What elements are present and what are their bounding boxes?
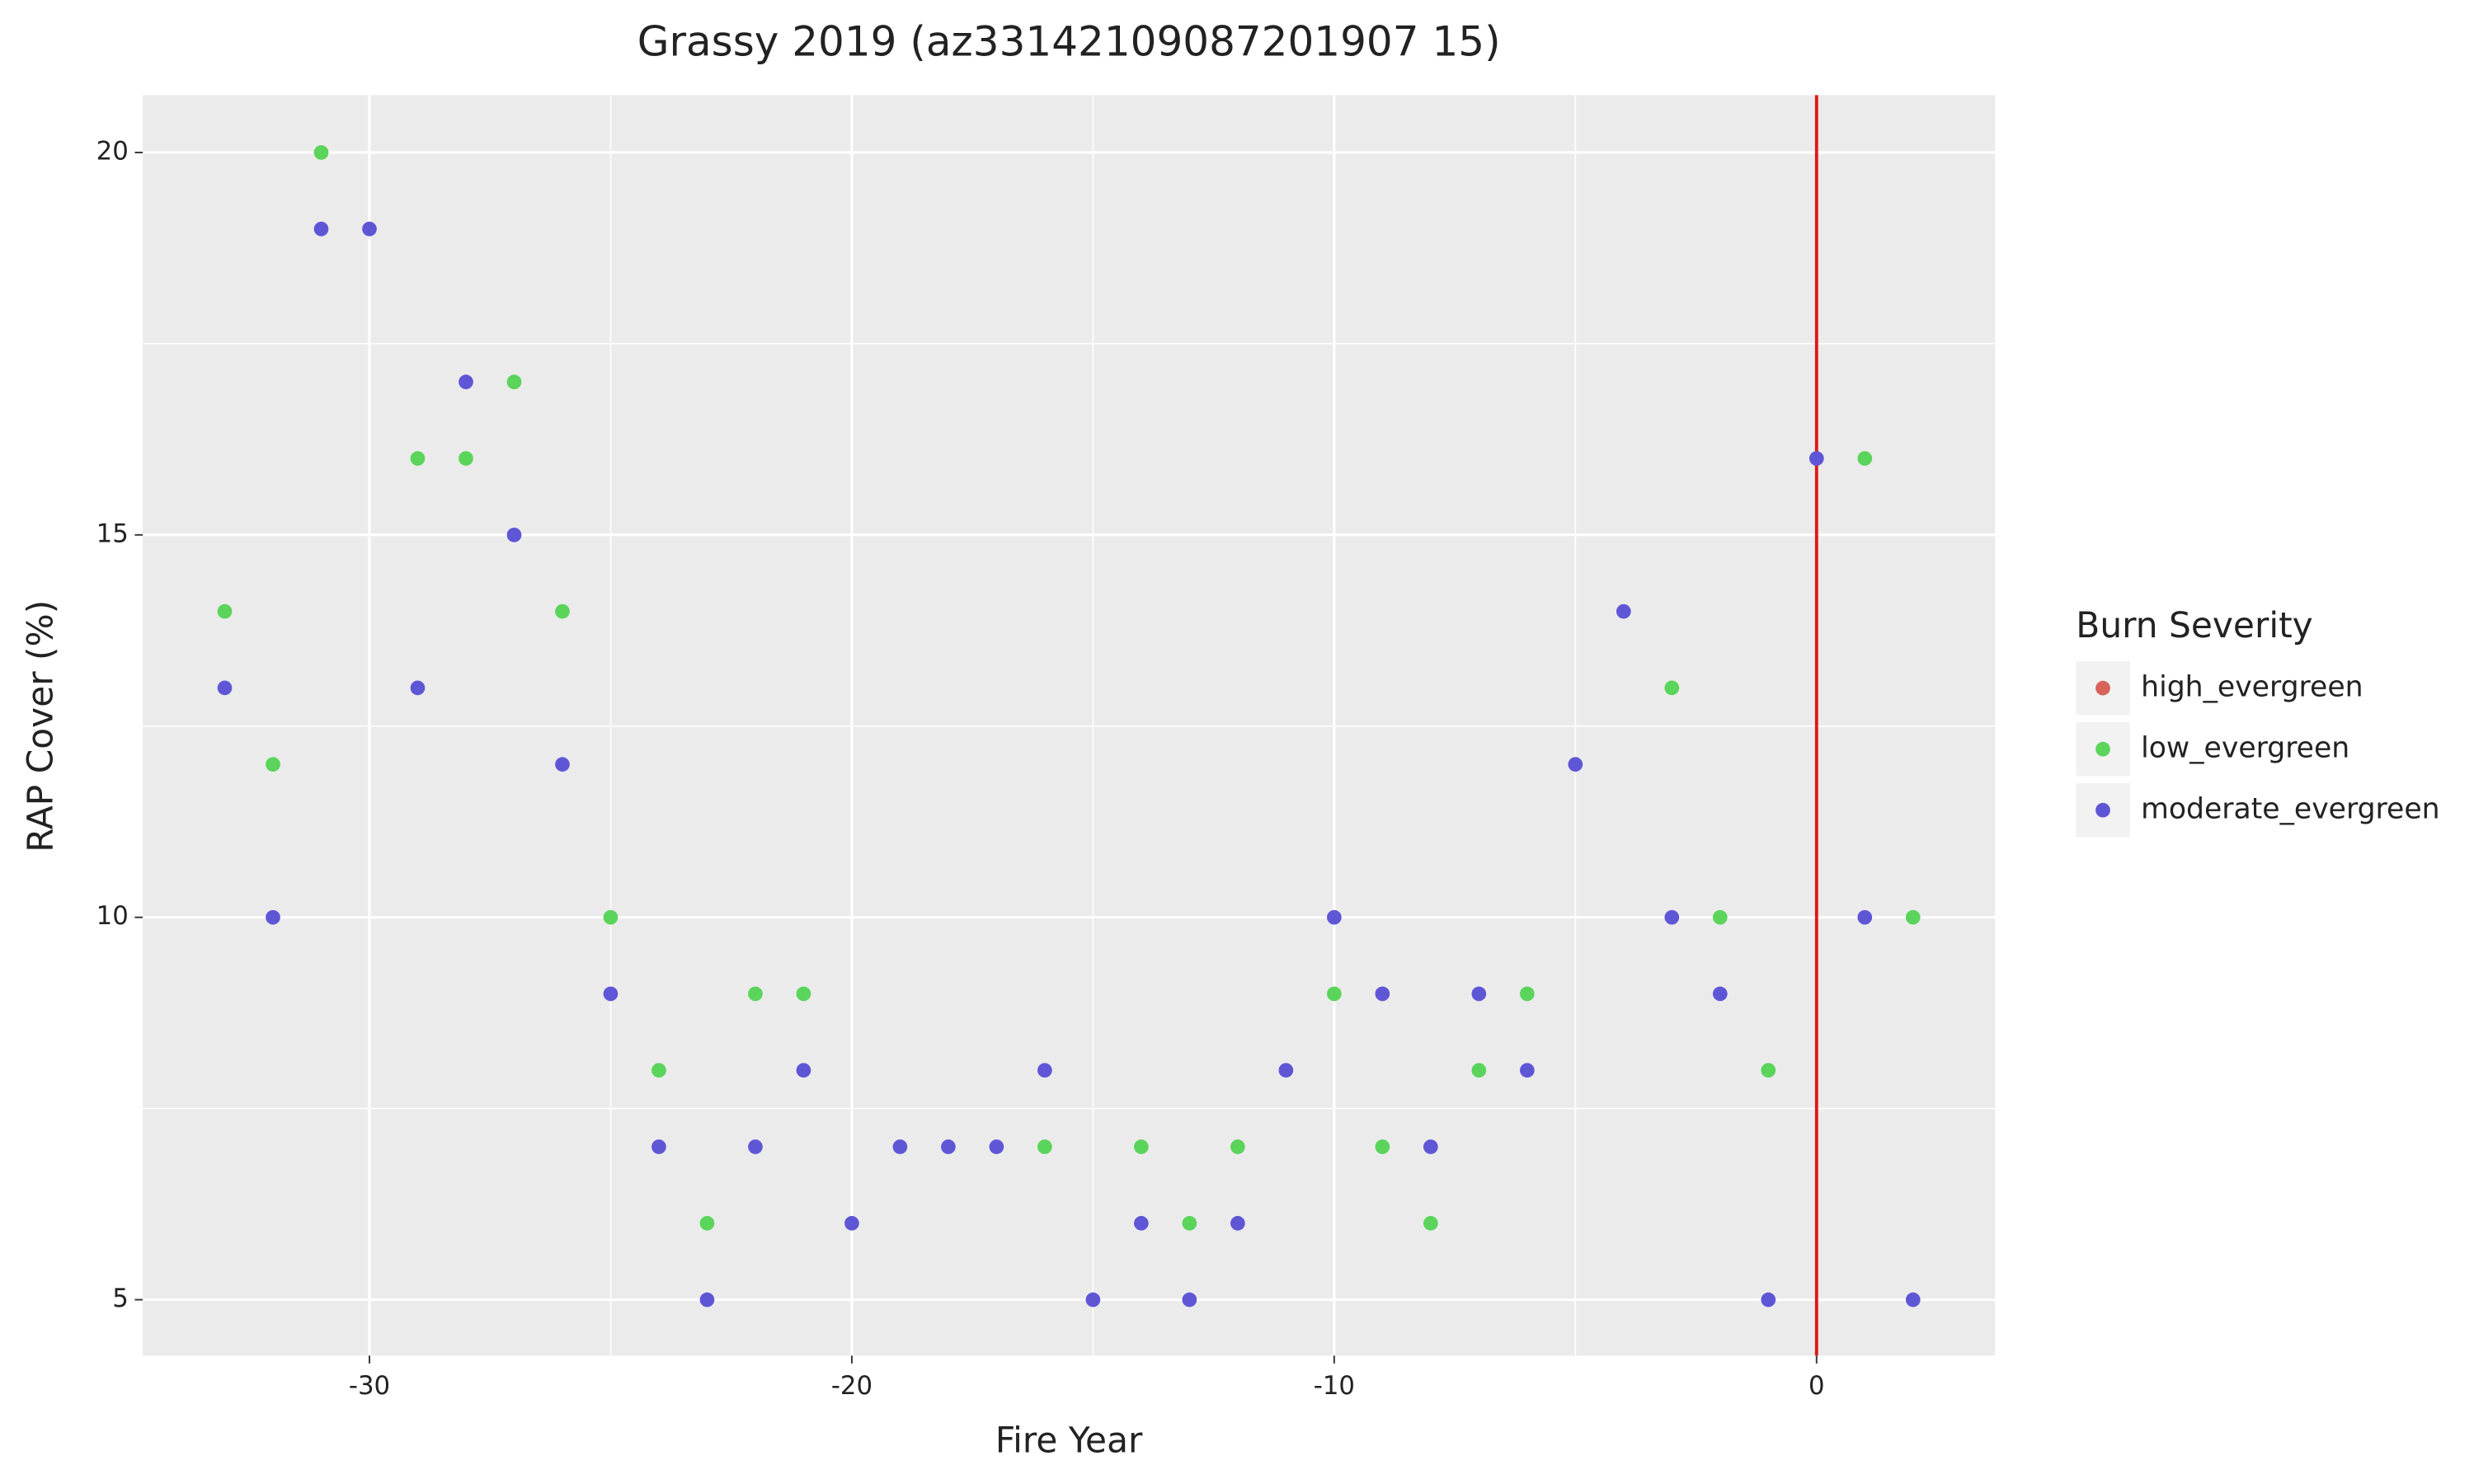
data-point [555,757,570,772]
data-point [1375,986,1390,1002]
data-point [217,603,233,619]
data-point [1037,1063,1052,1078]
data-point [1327,986,1342,1002]
data-point [1712,909,1728,925]
data-point [1423,1139,1438,1154]
data-point [1182,1292,1197,1308]
data-point [796,986,811,1002]
data-point [796,1063,811,1078]
data-point [1519,1063,1535,1078]
data-point [1471,986,1487,1002]
y-tick-label: 20 [96,136,129,166]
data-point [1134,1215,1149,1231]
data-point [748,986,763,1002]
data-point [699,1215,715,1231]
data-point [313,221,329,237]
data-point [892,1139,908,1154]
data-point [1808,451,1824,466]
data-point [1375,1139,1390,1154]
data-point [1761,1292,1776,1308]
data-point [1037,1139,1052,1154]
data-point [410,680,426,696]
data-point [362,221,377,237]
data-point [1905,909,1921,925]
data-point [1664,909,1680,925]
data-point [1230,1215,1245,1231]
data-point [459,451,473,466]
legend-marker [2095,802,2110,818]
data-point [506,374,522,390]
x-tick-label: -30 [349,1371,390,1401]
plot-background [143,95,1996,1356]
data-point [1712,986,1728,1002]
data-point [1761,1063,1776,1078]
x-axis-label: Fire Year [995,1421,1143,1461]
data-point [1182,1215,1197,1231]
data-point [844,1215,859,1231]
data-point [266,909,280,925]
data-point [1134,1139,1149,1154]
legend-label: low_evergreen [2141,732,2349,765]
data-point [313,145,329,160]
data-point [651,1063,666,1078]
data-point [748,1139,763,1154]
x-tick-label: 0 [1808,1371,1825,1401]
y-axis-label: RAP Cover (%) [20,600,60,852]
data-point [410,451,426,466]
x-tick-label: -10 [1314,1371,1355,1401]
data-point [1616,603,1631,619]
data-point [217,680,233,696]
data-point [1664,680,1680,696]
data-point [1905,1292,1921,1308]
data-point [603,909,618,925]
legend-label: high_evergreen [2141,671,2363,704]
legend-title: Burn Severity [2076,605,2312,646]
chart-title: Grassy 2019 (az33142109087201907 15) [637,17,1501,65]
data-point [1230,1139,1245,1154]
data-point [266,757,280,772]
data-point [1519,986,1535,1002]
data-point [699,1292,715,1308]
y-tick-label: 5 [112,1284,129,1313]
data-point [459,374,473,390]
data-point [603,986,618,1002]
data-point [1085,1292,1101,1308]
data-point [1327,909,1342,925]
data-point [1423,1215,1438,1231]
data-point [506,527,522,542]
data-point [1278,1063,1294,1078]
data-point [1471,1063,1487,1078]
data-point [1857,909,1873,925]
legend-marker [2095,741,2110,757]
legend-marker [2095,680,2110,696]
data-point [651,1139,666,1154]
data-point [1568,757,1583,772]
legend-label: moderate_evergreen [2141,793,2439,826]
data-point [555,603,570,619]
data-point [1857,451,1873,466]
data-point [989,1139,1004,1154]
y-tick-label: 10 [96,901,129,931]
y-tick-label: 15 [96,519,129,548]
x-tick-label: -20 [831,1371,872,1401]
data-point [941,1139,956,1154]
